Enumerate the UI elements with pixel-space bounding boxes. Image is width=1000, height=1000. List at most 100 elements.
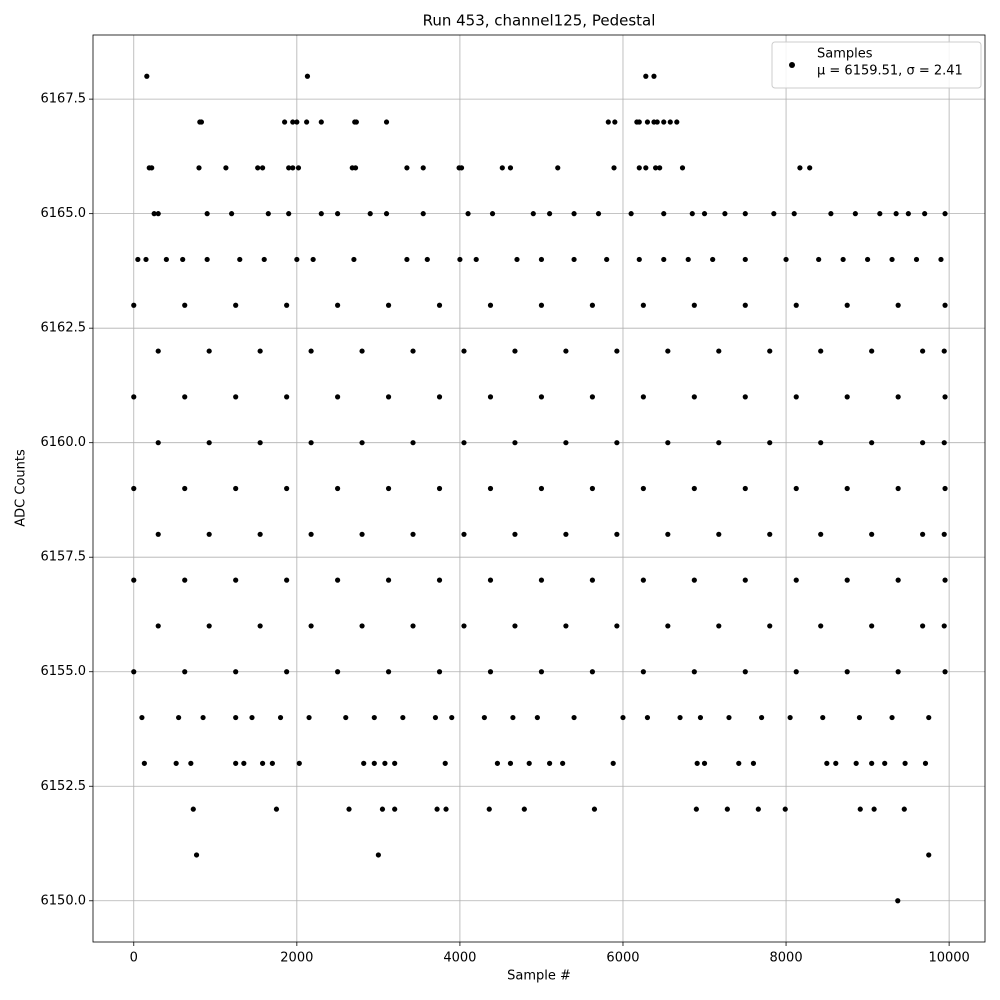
point — [640, 669, 646, 675]
point — [716, 531, 722, 537]
point — [461, 531, 467, 537]
point — [643, 165, 649, 171]
point — [938, 256, 944, 263]
point — [335, 302, 341, 308]
point — [442, 760, 448, 766]
y-tick-label: 6162.5 — [41, 321, 87, 336]
point — [233, 760, 239, 766]
plot-frame — [92, 34, 986, 943]
point — [546, 211, 553, 217]
point — [895, 485, 901, 492]
point — [182, 485, 188, 492]
point — [318, 119, 324, 125]
point — [233, 714, 239, 721]
point — [286, 165, 292, 171]
point — [793, 669, 799, 675]
point — [691, 577, 697, 583]
point — [180, 256, 186, 263]
point — [942, 302, 948, 308]
point — [538, 577, 545, 583]
point — [385, 669, 392, 675]
point — [269, 760, 275, 766]
point — [742, 485, 748, 492]
point — [856, 714, 863, 721]
point — [308, 348, 314, 354]
y-tick-label: 6155.0 — [41, 664, 87, 679]
point — [163, 256, 169, 263]
point — [284, 669, 290, 675]
point — [920, 440, 926, 446]
point — [724, 806, 730, 812]
point — [259, 760, 266, 766]
point — [400, 714, 406, 721]
point — [359, 348, 365, 354]
point — [636, 256, 642, 263]
point — [926, 852, 932, 858]
point — [538, 669, 545, 675]
legend-box — [771, 41, 982, 89]
point — [818, 440, 824, 446]
point — [255, 165, 261, 171]
point — [589, 669, 596, 675]
point — [716, 348, 722, 354]
point — [257, 531, 263, 537]
point — [223, 165, 229, 171]
point — [249, 714, 255, 721]
point — [143, 256, 149, 263]
point — [942, 577, 948, 583]
point — [661, 211, 667, 217]
point — [436, 302, 443, 308]
point — [379, 806, 386, 812]
point — [257, 348, 263, 354]
legend-marker — [789, 62, 795, 68]
point — [905, 211, 911, 217]
point — [465, 211, 471, 217]
point — [494, 760, 501, 766]
point — [742, 394, 748, 400]
point — [385, 302, 392, 308]
point — [481, 714, 487, 721]
point — [767, 623, 773, 629]
x-tick-label: 6000 — [606, 951, 639, 966]
point — [665, 531, 671, 537]
point — [512, 623, 518, 629]
point — [913, 256, 920, 263]
point — [233, 302, 239, 308]
point — [436, 394, 443, 400]
point — [942, 211, 948, 217]
point — [901, 806, 907, 812]
point — [791, 211, 797, 217]
point — [304, 73, 311, 79]
point — [614, 531, 620, 537]
point — [640, 577, 646, 583]
point — [294, 256, 300, 263]
point — [383, 211, 390, 217]
point — [131, 577, 137, 583]
point — [229, 211, 235, 217]
point — [895, 577, 901, 583]
point — [864, 256, 871, 263]
point — [257, 623, 263, 629]
point — [665, 623, 671, 629]
point — [507, 760, 514, 766]
point — [818, 623, 824, 629]
point — [560, 760, 566, 766]
point — [595, 211, 602, 217]
point — [920, 531, 926, 537]
point — [571, 211, 577, 217]
point — [149, 165, 155, 171]
point — [534, 714, 540, 721]
point — [296, 760, 302, 766]
point — [871, 806, 877, 812]
point — [824, 760, 830, 766]
point — [643, 73, 649, 79]
point — [436, 577, 443, 583]
point — [691, 669, 697, 675]
x-tick-label: 8000 — [770, 951, 803, 966]
point — [628, 211, 634, 217]
point — [755, 806, 761, 812]
point — [793, 485, 799, 492]
point — [636, 119, 642, 125]
point — [926, 714, 932, 721]
x-axis-label: Sample # — [507, 969, 571, 984]
